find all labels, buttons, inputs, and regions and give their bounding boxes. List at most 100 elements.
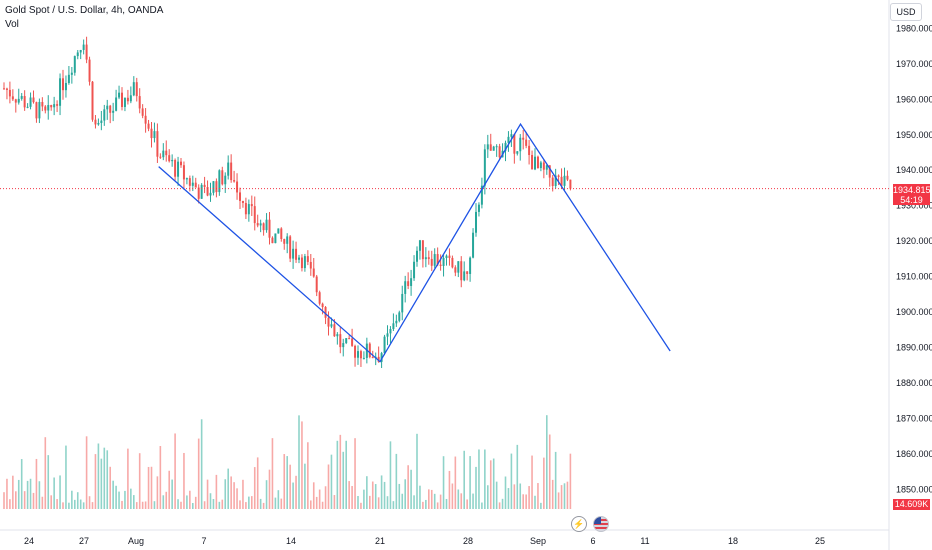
candle-body — [47, 105, 50, 111]
volume-bar — [218, 501, 221, 509]
candle-body — [182, 165, 185, 180]
candle-body — [321, 303, 324, 308]
flash-icon[interactable]: ⚡ — [571, 516, 587, 532]
x-tick-label: 11 — [640, 536, 649, 546]
volume-bar — [345, 440, 347, 509]
candle-body — [274, 233, 277, 244]
candle-body — [256, 223, 259, 226]
candle-body — [404, 281, 407, 294]
volume-bar — [548, 434, 551, 509]
candle-body — [38, 101, 41, 119]
candle-body — [70, 72, 73, 75]
candle-body — [395, 320, 398, 324]
x-tick-label: 7 — [201, 536, 206, 546]
candle-body — [194, 182, 197, 188]
candle-body — [345, 338, 348, 344]
volume-bar — [174, 433, 176, 509]
volume-bar — [265, 480, 268, 509]
volume-bar — [280, 498, 283, 509]
volume-bar — [312, 482, 315, 509]
y-tick-label: 1940.000 — [896, 165, 932, 175]
candle-body — [330, 324, 333, 327]
candle-body — [303, 256, 306, 269]
volume-bar — [330, 454, 333, 509]
candle-body — [489, 144, 492, 151]
candle-body — [563, 175, 566, 186]
candle-body — [306, 256, 309, 262]
candle-body — [162, 150, 165, 158]
candle-body — [91, 81, 94, 120]
candle-body — [180, 161, 182, 166]
y-tick-label: 1860.000 — [896, 449, 932, 459]
volume-bar — [318, 489, 321, 509]
volume-bar — [534, 495, 536, 509]
candle-body — [557, 175, 560, 177]
candle-body — [123, 97, 126, 107]
candle-body — [548, 165, 551, 178]
candle-body — [218, 170, 221, 193]
candle-body — [522, 137, 525, 140]
candle-body — [407, 281, 410, 286]
candle-body — [177, 161, 180, 177]
candle-body — [368, 343, 371, 358]
volume-bar — [209, 493, 212, 509]
volume-bar — [133, 495, 135, 509]
candle-body — [135, 82, 138, 97]
volume-bar — [236, 488, 238, 509]
candle-body — [250, 204, 253, 207]
volume-bar — [38, 481, 41, 509]
candle-body — [224, 175, 227, 185]
volume-bar — [124, 490, 126, 509]
candle-body — [121, 92, 123, 107]
currency-button[interactable]: USD — [890, 3, 922, 21]
volume-label[interactable]: Vol — [5, 19, 19, 30]
candle-body — [357, 351, 359, 358]
candle-body — [457, 261, 460, 273]
volume-bar — [15, 491, 17, 509]
candle-body — [436, 254, 439, 265]
volume-bar — [560, 485, 563, 509]
candle-body — [398, 312, 401, 321]
candle-body — [504, 142, 507, 151]
volume-bar — [65, 445, 67, 509]
volume-bar — [507, 488, 510, 509]
volume-bar — [88, 496, 91, 509]
volume-bar — [3, 492, 5, 509]
volume-bar — [245, 502, 247, 509]
volume-bar — [540, 502, 542, 509]
candle-body — [418, 240, 421, 251]
candle-body — [519, 137, 522, 152]
volume-bar — [386, 496, 389, 509]
candle-body — [371, 357, 374, 359]
candle-body — [32, 97, 35, 103]
volume-bar — [557, 492, 560, 509]
candle-body — [566, 175, 569, 180]
candle-body — [14, 99, 17, 103]
volume-bar — [413, 495, 415, 509]
candle-body — [298, 257, 300, 260]
volume-bar — [528, 486, 530, 509]
symbol-title[interactable]: Gold Spot / U.S. Dollar, 4h, OANDA — [5, 5, 164, 16]
volume-bar — [401, 493, 404, 509]
candle-body — [94, 119, 97, 125]
candle-body — [236, 181, 239, 193]
volume-bar — [224, 479, 227, 509]
volume-bar — [23, 491, 26, 509]
candle-body — [147, 123, 150, 129]
candle-body — [29, 97, 32, 107]
volume-badge: 14.609K — [893, 499, 930, 510]
candle-body — [59, 78, 62, 106]
candle-body — [430, 258, 433, 266]
candle-body — [480, 185, 483, 205]
candle-body — [309, 261, 312, 269]
us-flag-icon[interactable] — [593, 516, 609, 532]
volume-bar — [339, 434, 342, 509]
candle-body — [265, 219, 268, 231]
candle-body — [97, 122, 100, 125]
volume-bar — [439, 494, 442, 509]
candle-body — [159, 156, 162, 158]
volume-bar — [233, 482, 235, 509]
candle-body — [23, 96, 26, 108]
volume-bar — [419, 485, 421, 509]
